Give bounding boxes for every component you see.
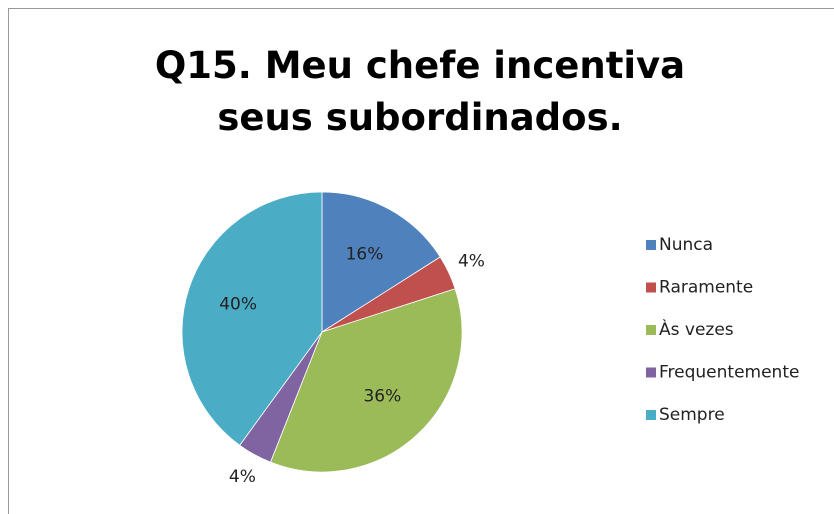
data-label: 4% xyxy=(458,252,485,272)
data-label: 16% xyxy=(346,245,384,265)
legend-swatch xyxy=(646,240,656,250)
legend-label: Nunca xyxy=(659,235,713,255)
legend-label: Frequentemente xyxy=(659,363,799,383)
legend-swatch xyxy=(646,367,656,378)
data-label: 36% xyxy=(363,386,401,406)
legend-swatch xyxy=(646,325,656,335)
chart-border xyxy=(8,8,834,514)
legend-label: Raramente xyxy=(659,278,753,298)
chart-title: Q15. Meu chefe incentiva seus subordinad… xyxy=(154,44,686,139)
pie-slice xyxy=(269,288,463,473)
pie-slice xyxy=(321,191,441,333)
data-label: 4% xyxy=(229,467,256,487)
legend-swatch xyxy=(646,410,656,420)
legend-swatch xyxy=(646,282,656,293)
legend-label: Às vezes xyxy=(659,318,734,340)
legend-label: Sempre xyxy=(659,405,725,425)
data-label: 40% xyxy=(219,295,257,315)
pie-slice xyxy=(181,191,323,446)
